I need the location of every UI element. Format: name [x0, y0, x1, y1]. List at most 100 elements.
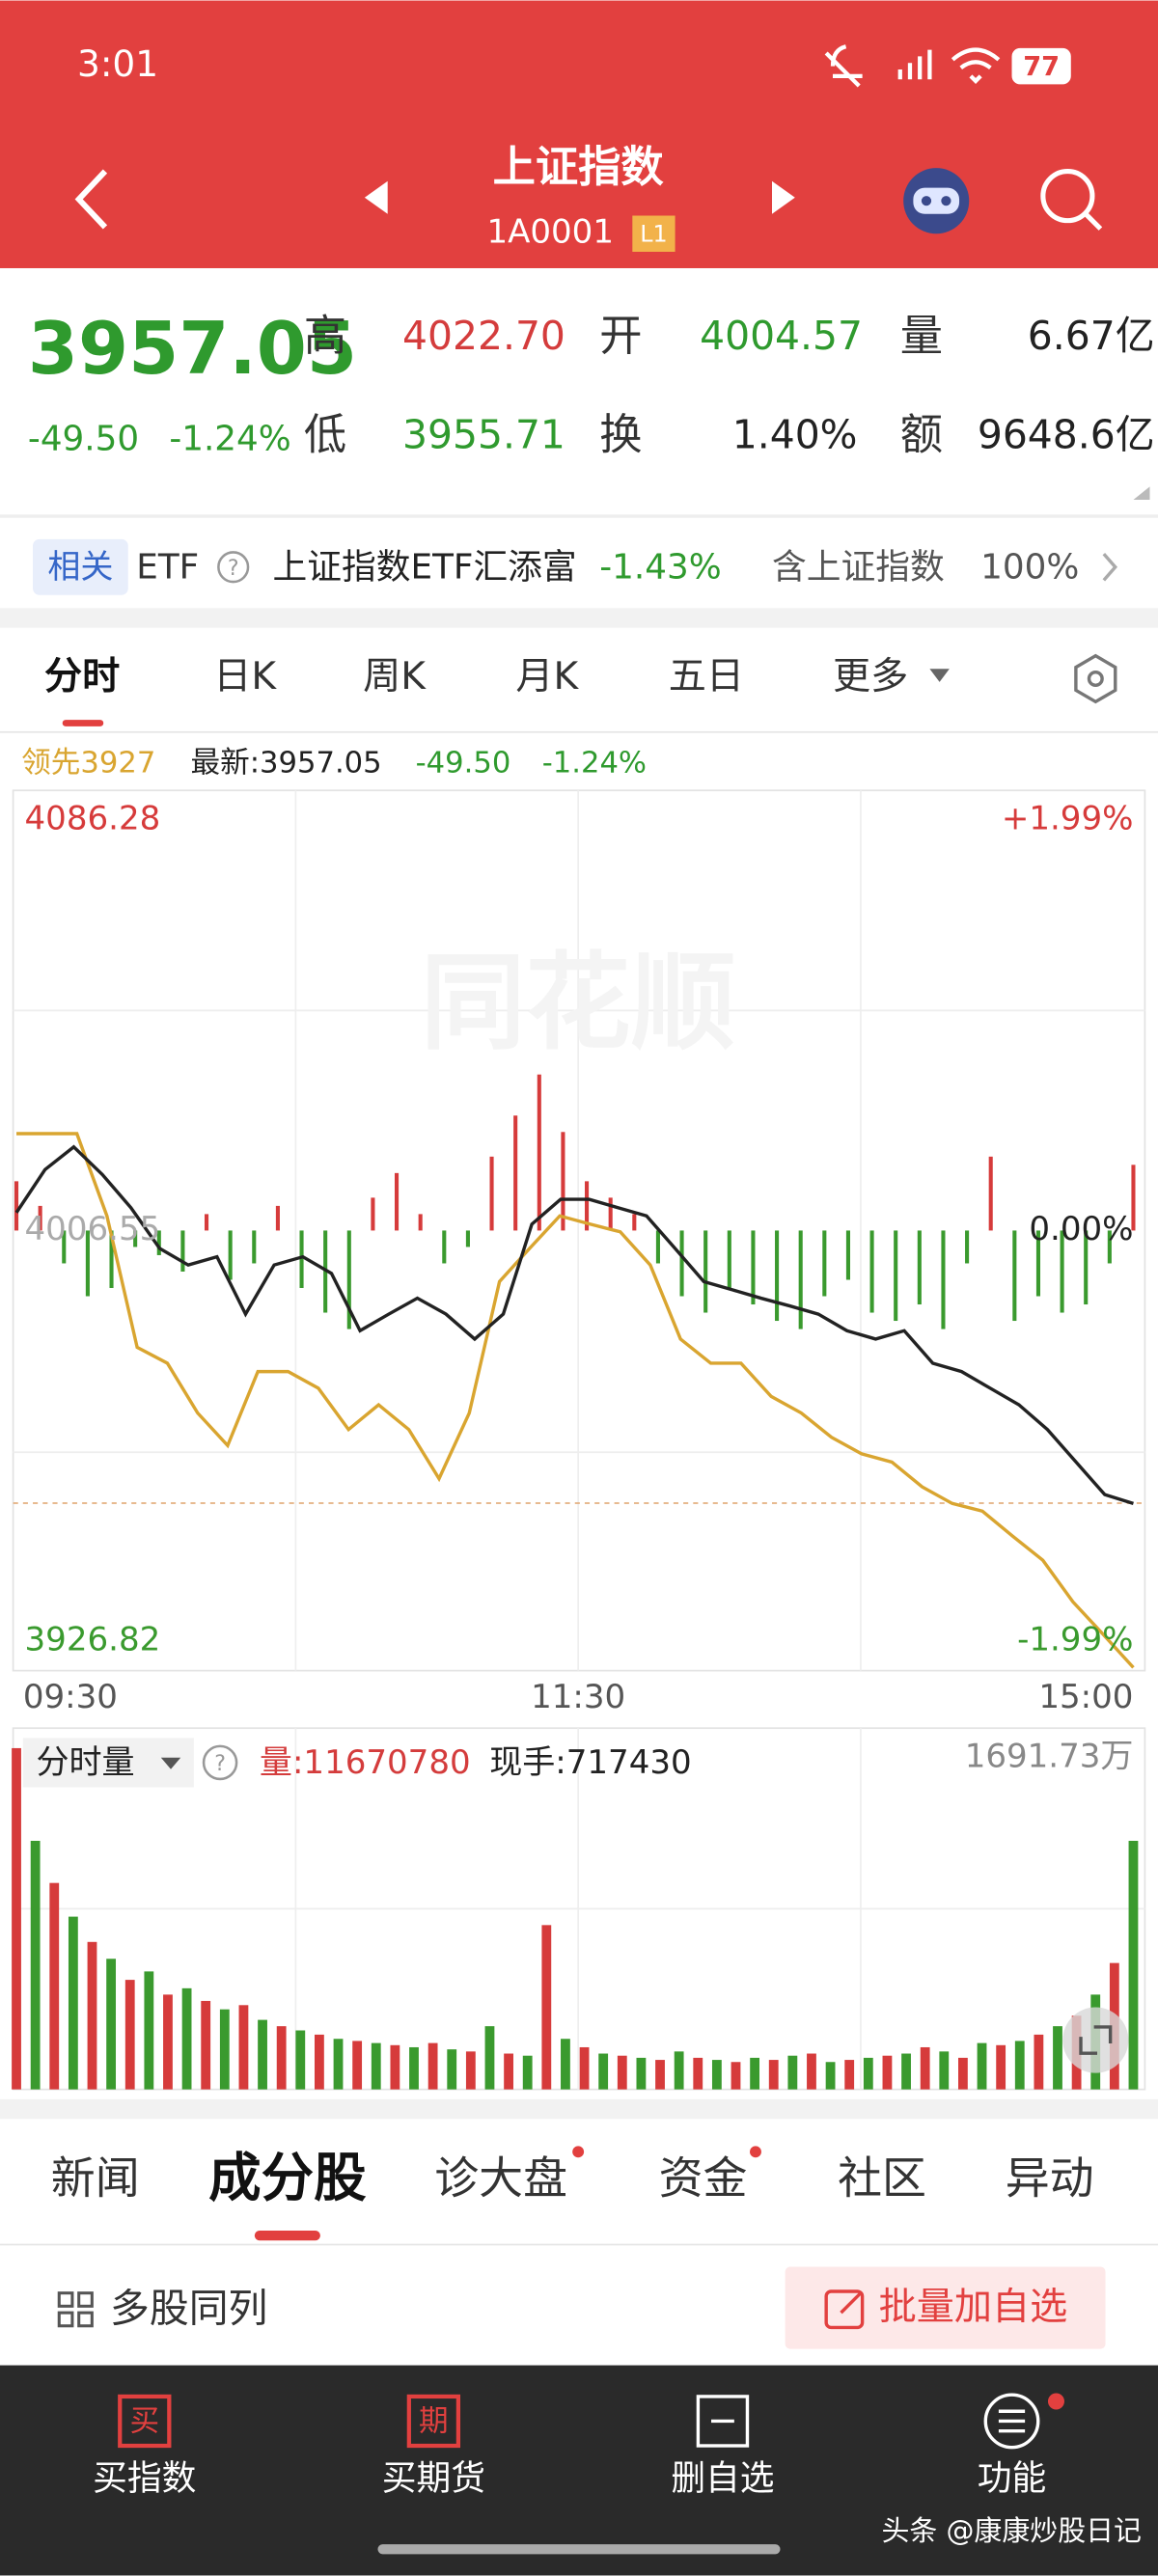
tab[interactable]: 更多	[833, 655, 908, 699]
section-tab[interactable]: 社区	[838, 2151, 926, 2204]
divider	[0, 2098, 1158, 2120]
help-icon[interactable]	[202, 1744, 238, 1781]
etf-tag: 相关	[47, 548, 113, 587]
multi-list[interactable]: 多股同列	[110, 2285, 267, 2331]
volume-bar	[163, 1994, 173, 2090]
volume-bar	[447, 2049, 457, 2090]
nav-label[interactable]: 功能	[978, 2459, 1046, 2499]
strength-bar	[228, 1230, 233, 1280]
etf-tag-bg	[33, 538, 128, 595]
volume-bar	[144, 1971, 154, 2090]
help-icon-glyph: ?	[228, 556, 239, 581]
volume-bar	[617, 2055, 627, 2090]
volume-selector[interactable]: 分时量	[36, 1743, 134, 1782]
volume-bar	[882, 2055, 893, 2090]
volume-bar	[124, 1980, 135, 2090]
strength-bar	[988, 1156, 993, 1231]
strength-bar	[561, 1132, 565, 1231]
nav-icon	[696, 2395, 750, 2448]
etf-holding: 100%	[980, 547, 1079, 587]
nav-icon	[998, 2409, 1026, 2433]
section-tab[interactable]: 成分股	[208, 2147, 367, 2208]
latest-change: -49.50	[416, 747, 511, 781]
price: 3957.05	[28, 306, 357, 391]
strength-bar	[346, 1230, 351, 1329]
strength-bar	[133, 1230, 138, 1247]
chevron[interactable]	[1102, 553, 1118, 582]
nav-icon	[118, 2394, 172, 2449]
strength-bar	[632, 1214, 637, 1231]
search-button[interactable]	[1040, 169, 1103, 231]
strength-bar	[894, 1230, 898, 1322]
tab[interactable]: 周K	[363, 655, 427, 699]
volume-bar	[807, 2053, 816, 2090]
notice-dot	[572, 2146, 585, 2158]
etf-fund[interactable]: 上证指数ETF汇添富	[273, 547, 577, 587]
tab[interactable]: 分时	[44, 655, 120, 699]
field-value: 3955.71	[402, 411, 565, 457]
prev-button[interactable]	[364, 180, 388, 214]
back-button[interactable]	[74, 169, 108, 230]
robot-button[interactable]	[903, 168, 970, 234]
strength-bar	[252, 1230, 257, 1264]
strength-bar	[465, 1230, 470, 1247]
strength-bar	[395, 1172, 400, 1231]
nav-bg	[0, 2365, 1158, 2576]
field-label: 高	[304, 312, 346, 361]
strength-bar	[85, 1230, 90, 1297]
source-watermark: 头条 @康康炒股日记	[881, 2514, 1142, 2547]
tab[interactable]: 日K	[213, 655, 277, 699]
strength-bar	[204, 1214, 209, 1231]
tab[interactable]: 月K	[515, 655, 579, 699]
settings-dot	[1087, 671, 1104, 688]
latest-change-pct: -1.24%	[542, 747, 647, 781]
volume-bar	[333, 2039, 344, 2090]
volume-bar	[181, 1987, 192, 2090]
expand-button[interactable]	[1062, 2007, 1129, 2073]
strength-bar	[1060, 1230, 1064, 1313]
x-tick-label: 09:30	[23, 1678, 118, 1716]
next-button[interactable]	[772, 180, 795, 214]
field-value: 9648.6亿	[978, 411, 1155, 457]
batch-add[interactable]: 批量加自选	[879, 2286, 1068, 2329]
section-underline	[254, 2231, 320, 2241]
nav-label[interactable]: 买指数	[93, 2459, 196, 2499]
batch-add-bg[interactable]	[785, 2266, 1106, 2349]
volume-bar	[219, 2009, 230, 2090]
section-tab[interactable]: 异动	[1006, 2151, 1094, 2204]
code: 1A0001	[486, 213, 614, 252]
watermark: 同花顺	[421, 942, 736, 1064]
section-tab[interactable]: 诊大盘	[434, 2151, 567, 2204]
section-tab[interactable]: 新闻	[51, 2151, 140, 2204]
nav-label[interactable]: 买期货	[382, 2459, 485, 2499]
notice-dot	[1047, 2393, 1064, 2410]
volume-bar	[787, 2055, 798, 2090]
strength-bar	[109, 1230, 114, 1288]
notice-dot	[750, 2146, 761, 2158]
strength-bar	[1131, 1165, 1136, 1231]
etf-change: -1.43%	[599, 547, 721, 587]
strength-bar	[869, 1230, 874, 1313]
strength-bar	[1012, 1230, 1017, 1322]
pct-tick-label: -1.99%	[1017, 1620, 1133, 1658]
section-tab[interactable]: 资金	[659, 2151, 748, 2204]
strength-bar	[703, 1230, 708, 1313]
strength-bar	[965, 1230, 970, 1264]
help-icon-glyph: ?	[214, 1751, 226, 1776]
tab[interactable]: 五日	[669, 655, 744, 699]
title: 上证指数	[493, 143, 665, 192]
divider	[0, 730, 1158, 733]
volume-bar	[465, 2051, 476, 2090]
volume-bar	[674, 2051, 684, 2090]
more-caret	[929, 669, 950, 682]
field-value: 1.40%	[732, 411, 858, 457]
field-label: 量	[900, 312, 943, 361]
field-value: 6.67亿	[1028, 313, 1155, 359]
field-label: 低	[304, 410, 346, 459]
nav-label[interactable]: 删自选	[671, 2459, 774, 2499]
help-icon[interactable]	[217, 551, 250, 584]
settings-button[interactable]	[1074, 653, 1117, 704]
badge-bg	[632, 215, 676, 252]
strength-bar	[585, 1181, 590, 1231]
x-tick-label: 11:30	[531, 1678, 625, 1716]
